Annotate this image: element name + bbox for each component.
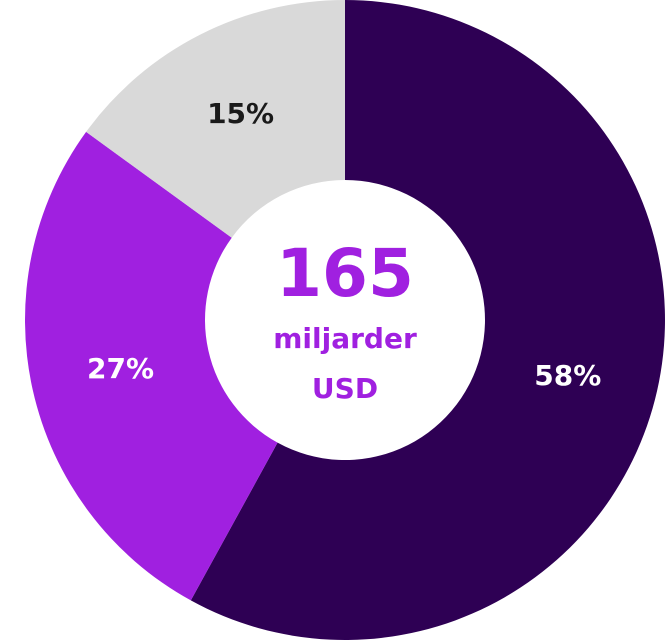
slice-label: 27% — [87, 352, 154, 385]
slice-label: 15% — [207, 97, 274, 130]
slices — [25, 0, 665, 640]
center-unit: USD — [312, 372, 378, 405]
slice — [86, 0, 345, 238]
center-value: 165 — [276, 235, 414, 312]
center-unit: miljarder — [273, 322, 417, 355]
slice — [25, 131, 278, 601]
slice-label: 58% — [534, 359, 601, 392]
slice — [190, 0, 665, 640]
